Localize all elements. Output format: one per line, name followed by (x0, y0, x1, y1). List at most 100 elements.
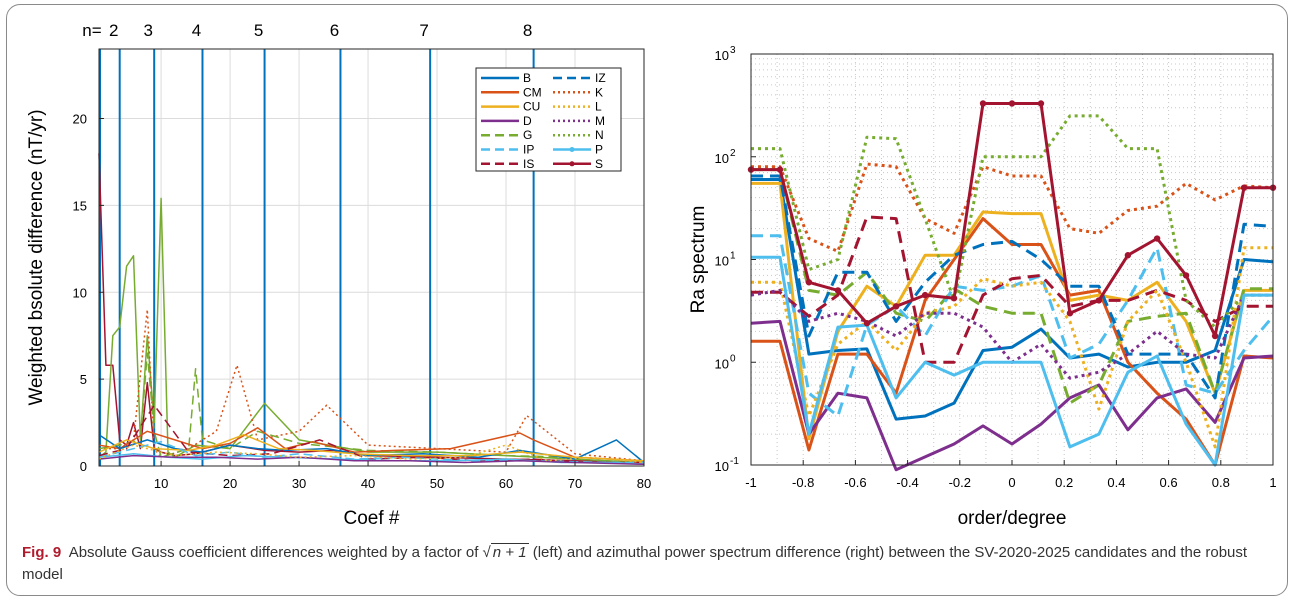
series-line-ip (751, 234, 1275, 418)
series-marker-s (892, 303, 900, 310)
x-tick-label: 0 (1008, 475, 1015, 490)
series-marker-s (776, 166, 784, 173)
y-tick-label: 5 (80, 372, 87, 387)
x-tick-label: 0.2 (1055, 475, 1073, 490)
degree-label: 4 (192, 21, 201, 40)
y-tick-label: 0 (80, 459, 87, 474)
series-line-k (99, 308, 645, 462)
x-tick-label: -0.8 (792, 475, 814, 490)
x-tick-label: -1 (745, 475, 757, 490)
legend-label-k: K (595, 85, 603, 99)
x-tick-label: 70 (568, 476, 582, 491)
y-tick-label: 10 (715, 48, 729, 63)
legend-label-n: N (595, 128, 604, 142)
x-tick-label: 80 (637, 476, 651, 491)
series-line-is (751, 215, 1273, 364)
series-line-is (98, 404, 644, 464)
x-tick-label: -0.2 (949, 475, 971, 490)
right-tick-labels: -1 -0.8 -0.6 -0.4 -0.2 0 0.2 0.4 0.6 0.8 110 -110 01… (715, 45, 1277, 490)
series-line-d (750, 319, 1274, 472)
series-marker-s (1182, 272, 1190, 279)
legend-label-ip: IP (523, 143, 534, 157)
sqrt-argument: n + 1 (490, 543, 529, 561)
series-line-p (751, 255, 1273, 467)
degree-label: 3 (143, 21, 152, 40)
x-tick-label: 50 (430, 476, 444, 491)
legend-box (475, 67, 622, 172)
y-tick-exponent: 3 (730, 45, 736, 56)
series-marker-s (1211, 332, 1219, 340)
series-line-d (98, 454, 645, 466)
sqrt-expression: √ n + 1 (482, 543, 529, 561)
y-tick-label: 10 (73, 285, 87, 300)
x-tick-label: 0.8 (1212, 475, 1230, 490)
caption-text-pre: Absolute Gauss coefficient differences w… (68, 544, 479, 561)
series-marker-s (1037, 100, 1045, 107)
series-line-b (751, 178, 1274, 421)
left-degree-labels: 2 n= 3 4 5 6 7 8 (82, 21, 532, 40)
y-tick-exponent: 0 (730, 353, 736, 364)
legend-label-d: D (523, 114, 532, 128)
x-tick-label: 0.4 (1107, 475, 1125, 490)
degree-label: 5 (254, 21, 263, 40)
y-tick-label: 10 (715, 356, 729, 371)
y-tick-label: 10 (715, 459, 729, 474)
right-chart: -1 -0.8 -0.6 -0.4 -0.2 0 0.2 0.4 0.6 0.8 110 -110 01… (688, 45, 1277, 529)
series-marker-s (1153, 235, 1161, 242)
series-line-ip (98, 440, 644, 464)
y-tick-label: 15 (73, 198, 87, 213)
series-marker-s (1124, 252, 1132, 259)
legend-label-is: IS (523, 157, 534, 171)
series-line-iz (751, 174, 1274, 400)
figure-label: Fig. 9 (22, 544, 62, 561)
series-marker-s (979, 100, 987, 107)
x-tick-label: -0.4 (896, 475, 918, 490)
series-marker-s (863, 319, 871, 327)
legend-label-cm: CM (523, 85, 542, 99)
legend-label-b: B (523, 71, 531, 85)
left-chart: 10 20 30 40 50 60 70 80 0 5 10 15 20 2 n= 3 4 5 6 7 8 BCMCU… (26, 21, 651, 529)
figure-frame (6, 4, 1288, 596)
legend-label-iz: IZ (595, 71, 606, 85)
figure-caption: Fig. 9 Absolute Gauss coefficient differ… (22, 542, 1272, 586)
y-tick-label: 10 (715, 254, 729, 269)
series-line-n (751, 114, 1273, 329)
left-axes-box (98, 48, 645, 467)
x-tick-label: 30 (292, 476, 306, 491)
legend-label-g: G (523, 128, 532, 142)
series-marker-s (921, 291, 929, 299)
degree-label: 6 (330, 21, 339, 40)
legend-label-s: S (595, 157, 603, 171)
right-y-axis-label: Ra spectrum (688, 206, 709, 314)
series-marker-s (950, 295, 958, 302)
series-marker-s (1008, 100, 1016, 107)
left-y-axis-label: Weighted bsolute difference (nT/yr) (26, 109, 47, 405)
x-tick-label: 10 (154, 476, 168, 491)
x-tick-label: 40 (361, 476, 375, 491)
y-tick-exponent: 2 (730, 148, 736, 159)
left-series (98, 153, 645, 466)
left-tick-labels: 10 20 30 40 50 60 70 80 0 5 10 15 20 (73, 112, 652, 492)
x-tick-label: 60 (499, 476, 513, 491)
x-tick-label: 20 (223, 476, 237, 491)
series-marker-s (1066, 310, 1074, 317)
legend-marker-p (569, 147, 575, 152)
series-line-cu (98, 433, 645, 462)
legend-marker-s (569, 161, 575, 167)
series-line-g (98, 352, 645, 462)
right-series (747, 100, 1277, 472)
left-x-axis-label: Coef # (344, 508, 400, 529)
right-x-axis-label: order/degree (958, 508, 1067, 529)
series-marker-s (805, 279, 813, 286)
y-tick-label: 10 (715, 151, 729, 166)
series-line-cm (751, 217, 1274, 467)
series-line-cm (98, 427, 645, 462)
degree-label: 2 (109, 21, 118, 40)
caption-text-post: (left) and azimuthal power spectrum diff… (22, 544, 1248, 583)
y-tick-label: 20 (73, 112, 87, 127)
y-tick-exponent: -1 (730, 456, 739, 467)
degree-prefix-label: n= (82, 21, 101, 40)
legend-label-p: P (595, 143, 603, 157)
